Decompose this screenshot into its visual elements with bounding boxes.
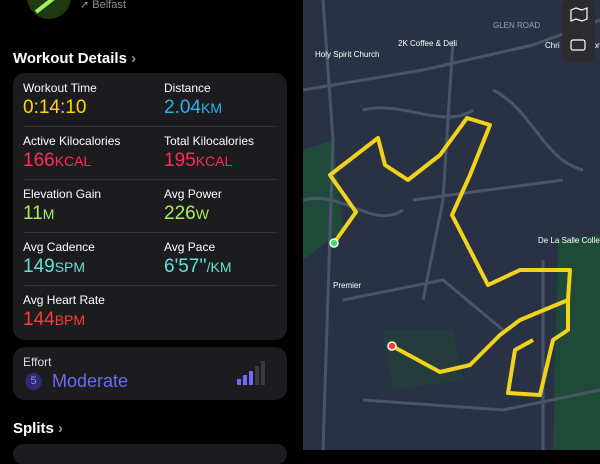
divider xyxy=(23,232,277,233)
section-title: Splits xyxy=(13,420,54,437)
metric-number: 6'57'' xyxy=(164,256,207,277)
metric-number: 0:14:10 xyxy=(23,97,87,118)
map-label: Holy Spirit Church xyxy=(315,50,379,59)
metric-value: 2.04KM xyxy=(164,97,222,119)
metric-unit: M xyxy=(42,206,55,222)
metric-value: 166KCAL xyxy=(23,150,91,172)
effort-card[interactable]: Effort 5 Moderate xyxy=(13,347,287,400)
metric-label: Active Kilocalories xyxy=(23,134,121,148)
metric-number: 166 xyxy=(23,150,55,171)
metric-label: Avg Cadence xyxy=(23,240,95,254)
divider xyxy=(23,285,277,286)
metric-label: Elevation Gain xyxy=(23,187,102,201)
metric-value: 149SPM xyxy=(23,256,85,278)
metric-unit: KCAL xyxy=(54,153,92,169)
metric-value: 6'57''/KM xyxy=(164,256,231,278)
effort-level: 5 xyxy=(25,373,42,390)
report-button[interactable] xyxy=(570,39,586,51)
metric-number: 11 xyxy=(23,203,43,224)
start-point xyxy=(329,238,339,248)
metric-value: 0:14:10 xyxy=(23,97,86,119)
location-text: Belfast xyxy=(92,0,126,11)
effort-bars xyxy=(237,361,265,385)
route xyxy=(328,116,572,397)
metric-value: 226W xyxy=(164,203,209,225)
effort-text: Moderate xyxy=(52,371,129,391)
metric-unit: SPM xyxy=(54,259,86,275)
map-label: GLEN ROAD xyxy=(493,21,540,30)
metric-number: 195 xyxy=(164,150,196,171)
route-map[interactable]: 2K Coffee & Deli Holy Spirit Church GLEN R… xyxy=(303,0,600,450)
end-point xyxy=(387,341,397,351)
metric-label: Avg Heart Rate xyxy=(23,293,105,307)
map-label: De La Salle College xyxy=(538,236,600,245)
metric-unit: BPM xyxy=(54,312,86,328)
metric-value: 144BPM xyxy=(23,309,85,331)
metric-unit: KCAL xyxy=(195,153,233,169)
map-mode-button[interactable] xyxy=(570,7,588,22)
location: ➚ Belfast xyxy=(80,0,126,11)
effort-label: Effort xyxy=(23,355,52,369)
map-label: 2K Coffee & Deli xyxy=(398,39,457,48)
divider xyxy=(23,126,277,127)
metric-value: 195KCAL xyxy=(164,150,232,172)
divider xyxy=(23,179,277,180)
map-label: Premier xyxy=(333,281,361,290)
metric-label: Workout Time xyxy=(23,81,97,95)
metric-unit: W xyxy=(195,206,209,222)
metric-label: Distance xyxy=(164,81,211,95)
workout-panel: ➚ Belfast Workout Details › Workout Time… xyxy=(0,0,298,464)
metric-number: 226 xyxy=(164,203,196,224)
section-title: Workout Details xyxy=(13,50,127,67)
metric-number: 2.04 xyxy=(164,97,201,118)
metric-value: 11M xyxy=(23,203,54,225)
section-header[interactable]: Splits › xyxy=(13,420,64,437)
roads xyxy=(303,0,600,450)
metric-label: Avg Power xyxy=(164,187,222,201)
section-header[interactable]: Workout Details › xyxy=(13,50,137,67)
metric-unit: /KM xyxy=(206,259,232,275)
metrics-card: Workout Time 0:14:10 Distance 2.04KM Active … xyxy=(13,73,287,340)
workout-icon xyxy=(27,0,71,19)
metric-label: Total Kilocalories xyxy=(164,134,255,148)
metric-number: 144 xyxy=(23,309,55,330)
splits-card xyxy=(13,444,287,464)
metric-number: 149 xyxy=(23,256,55,277)
metric-label: Avg Pace xyxy=(164,240,216,254)
metric-unit: KM xyxy=(200,100,222,116)
